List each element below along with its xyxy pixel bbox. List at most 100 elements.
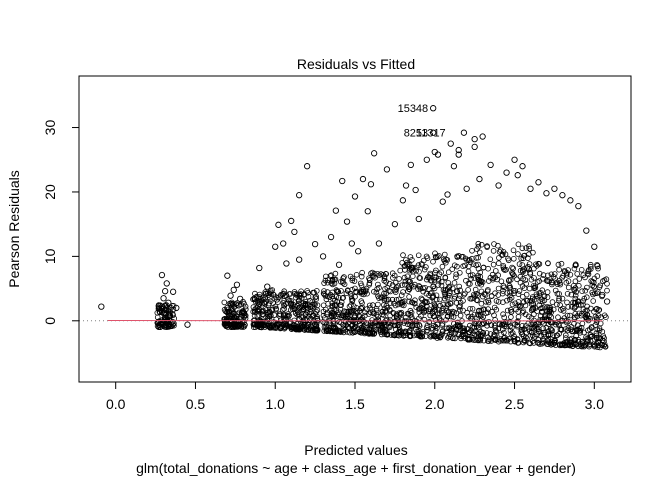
scatter-point — [221, 306, 228, 313]
scatter-point — [513, 306, 519, 313]
scatter-point — [594, 290, 600, 297]
y-axis-label: Pearson Residuals — [6, 170, 22, 288]
scatter-point — [402, 332, 409, 339]
scatter-point — [375, 240, 383, 247]
scatter-point — [511, 290, 517, 296]
scatter-point — [470, 291, 477, 298]
scatter-point — [321, 288, 327, 294]
scatter-point — [455, 151, 462, 158]
scatter-point — [543, 277, 550, 284]
scatter-point — [487, 256, 494, 263]
scatter-point — [254, 304, 260, 311]
scatter-point — [329, 278, 336, 284]
scatter-point — [595, 265, 601, 272]
scatter-point — [427, 272, 434, 278]
scatter-point — [511, 333, 517, 339]
scatter-point — [473, 262, 480, 269]
scatter-point — [406, 294, 412, 300]
scatter-point — [288, 217, 295, 225]
scatter-point — [571, 299, 578, 306]
scatter-point — [576, 310, 582, 317]
scatter-point — [397, 319, 404, 326]
scatter-point — [430, 283, 437, 289]
scatter-point — [509, 330, 516, 336]
scatter-point — [369, 272, 376, 279]
scatter-point — [546, 304, 552, 311]
scatter-point — [418, 295, 425, 302]
scatter-point — [507, 277, 514, 283]
scatter-point — [516, 304, 523, 310]
scatter-point — [493, 306, 500, 313]
scatter-point — [359, 175, 367, 183]
scatter-point — [402, 278, 409, 285]
scatter-point — [531, 275, 537, 281]
scatter-point — [353, 271, 360, 278]
scatter-point — [483, 298, 489, 305]
scatter-point — [470, 261, 477, 267]
scatter-point — [335, 327, 342, 334]
scatter-point — [581, 343, 587, 350]
scatter-point — [519, 245, 526, 252]
scatter-point — [485, 265, 491, 272]
scatter-point — [500, 311, 506, 318]
scatter-point — [592, 290, 598, 297]
scatter-point — [380, 272, 386, 278]
scatter-point — [272, 243, 279, 250]
scatter-point — [535, 320, 542, 327]
scatter-point — [454, 288, 461, 295]
scatter-point — [346, 329, 353, 336]
scatter-point — [321, 280, 327, 286]
x-axis: 0.0 0.5 1.0 1.5 2.0 2.5 3.0 — [106, 381, 604, 412]
scatter-point — [430, 258, 436, 265]
scatter-point — [443, 256, 449, 263]
scatter-point — [392, 289, 399, 296]
scatter-point — [594, 273, 601, 279]
scatter-point — [565, 267, 571, 273]
scatter-point — [438, 269, 445, 276]
scatter-point — [221, 299, 228, 306]
scatter-point — [397, 329, 404, 336]
scatter-point — [460, 298, 466, 304]
scatter-point — [555, 314, 561, 321]
scatter-point — [385, 323, 392, 330]
scatter-point — [540, 329, 547, 336]
scatter-point — [593, 330, 600, 337]
scatter-point — [394, 316, 401, 323]
scatter-point — [407, 322, 413, 328]
scatter-point — [311, 240, 319, 248]
scatter-point — [565, 284, 572, 291]
scatter-point — [362, 309, 368, 316]
scatter-point — [492, 317, 498, 323]
scatter-point — [340, 280, 346, 286]
scatter-point — [476, 327, 483, 333]
scatter-point — [413, 264, 420, 271]
scatter-point — [444, 294, 451, 301]
scatter-point — [405, 288, 411, 294]
scatter-point — [238, 310, 245, 316]
scatter-point — [396, 276, 402, 282]
scatter-point — [536, 261, 543, 267]
scatter-point — [546, 312, 553, 319]
scatter-point — [302, 311, 309, 318]
scatter-point — [541, 297, 548, 304]
scatter-point — [295, 300, 302, 307]
scatter-point — [270, 300, 276, 306]
scatter-point — [234, 313, 240, 320]
scatter-point — [456, 269, 463, 276]
scatter-point — [416, 309, 423, 316]
scatter-point — [572, 295, 579, 302]
scatter-point — [400, 252, 406, 258]
scatter-point — [296, 297, 302, 304]
scatter-point — [320, 308, 327, 315]
scatter-point — [336, 294, 342, 301]
scatter-point — [418, 304, 425, 311]
scatter-point — [457, 287, 463, 294]
scatter-point — [541, 314, 548, 320]
scatter-point — [407, 254, 414, 260]
scatter-point — [594, 261, 600, 268]
scatter-point — [428, 332, 435, 339]
scatter-point — [331, 306, 338, 312]
scatter-point — [453, 274, 459, 281]
scatter-point — [370, 273, 377, 280]
